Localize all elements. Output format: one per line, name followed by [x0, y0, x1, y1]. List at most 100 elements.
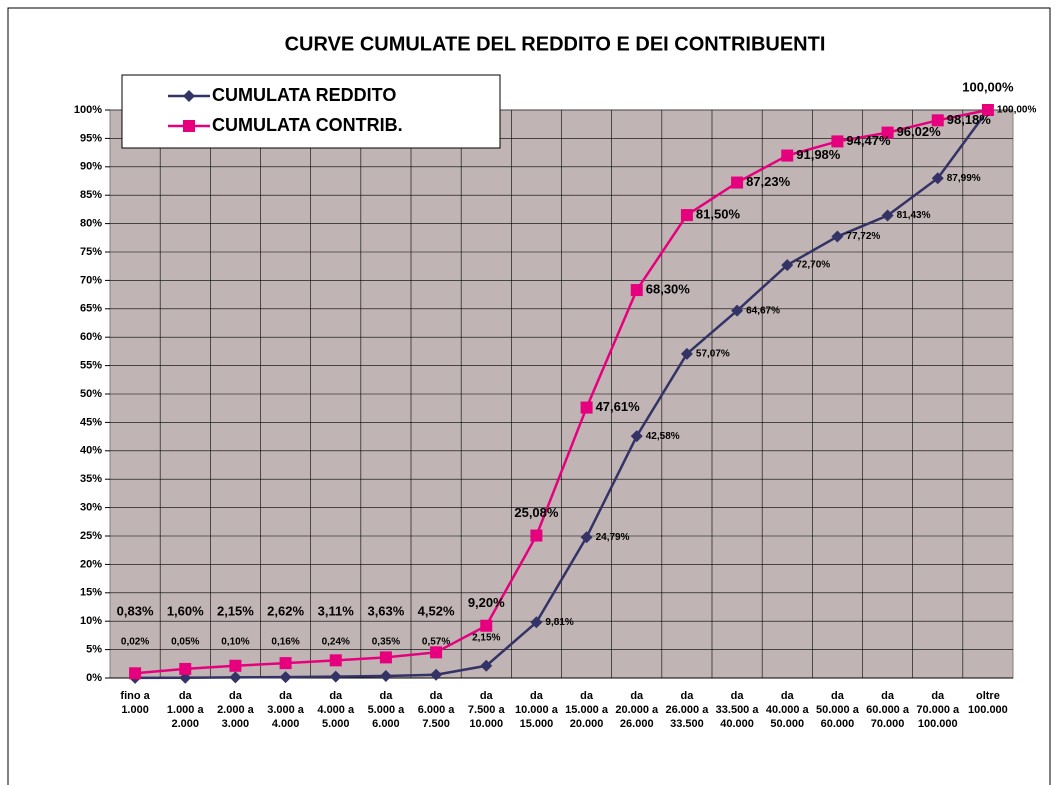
y-tick-label: 95% — [80, 132, 102, 144]
marker — [781, 259, 794, 272]
x-tick-label-line: 40.000 a — [766, 704, 810, 716]
x-tick-label: da 15.000 a 20.000 — [565, 690, 609, 730]
data-label: 0,02% — [121, 637, 149, 648]
x-tick-label-line: 4.000 a — [317, 704, 355, 716]
data-label: 81,43% — [897, 210, 931, 221]
marker — [781, 149, 794, 162]
data-label: 0,10% — [221, 637, 249, 648]
x-tick-label-line: 60.000 a — [866, 704, 910, 716]
x-tick-label: da 1.000 a 2.000 — [167, 690, 205, 730]
x-tick-label-line: da — [530, 690, 544, 702]
x-tick-label-line: da — [630, 690, 644, 702]
y-tick-label: 75% — [80, 246, 102, 258]
data-label: 81,50% — [696, 207, 741, 222]
y-tick-label: 60% — [80, 331, 102, 343]
series-line — [135, 109, 989, 680]
x-tick-label-line: 3.000 — [222, 718, 250, 730]
y-tick-label: 40% — [80, 445, 102, 457]
x-tick-label-line: 7.500 — [422, 718, 450, 730]
y-tick-label: 90% — [80, 161, 102, 173]
x-tick-label-line: da — [881, 690, 895, 702]
data-label: 47,61% — [596, 399, 641, 414]
x-tick-label: da 70.000 a 100.000 — [916, 690, 960, 730]
x-tick-label-line: 4.000 — [272, 718, 300, 730]
data-label: 68,30% — [646, 281, 691, 296]
legend-marker — [183, 90, 195, 102]
marker — [931, 114, 944, 127]
marker — [530, 616, 543, 629]
data-label: 64,67% — [746, 305, 780, 316]
y-tick-label: 55% — [80, 360, 102, 372]
x-tick-label-line: da — [781, 690, 795, 702]
data-label: 9,81% — [545, 617, 573, 628]
x-tick-label: da 20.000 a 26.000 — [615, 690, 659, 730]
data-label: 98,18% — [947, 112, 992, 127]
x-tick-label-line: 2.000 a — [217, 704, 255, 716]
data-label: 0,24% — [322, 637, 350, 648]
marker — [430, 668, 443, 681]
data-label: 3,11% — [318, 603, 355, 618]
data-label: 94,47% — [846, 133, 891, 148]
marker — [831, 230, 844, 243]
data-label: 77,72% — [846, 231, 880, 242]
data-label: 2,15% — [472, 632, 500, 643]
data-label: 0,16% — [271, 637, 299, 648]
x-tick-label-line: 33.500 a — [716, 704, 760, 716]
x-tick-label-line: 6.000 a — [418, 704, 456, 716]
marker — [279, 671, 292, 684]
marker — [179, 662, 192, 675]
y-tick-label: 45% — [80, 416, 102, 428]
marker — [530, 529, 543, 542]
y-tick-label: 85% — [80, 189, 102, 201]
marker — [480, 659, 493, 672]
data-label: 87,23% — [746, 174, 791, 189]
x-tick-label-line: da — [931, 690, 945, 702]
data-label: 57,07% — [696, 348, 730, 359]
x-tick-label-line: da — [731, 690, 745, 702]
x-tick-label-line: 100.000 — [918, 718, 958, 730]
x-tick-label-line: da — [680, 690, 694, 702]
legend-marker — [183, 120, 195, 132]
legend-label: CUMULATA CONTRIB. — [212, 115, 403, 135]
x-tick-label-line: 50.000 — [770, 718, 804, 730]
chart-title: CURVE CUMULATE DEL REDDITO E DEI CONTRIB… — [285, 33, 826, 55]
y-tick-label: 65% — [80, 303, 102, 315]
marker — [580, 401, 593, 414]
marker — [129, 667, 142, 680]
data-label: 25,08% — [514, 505, 559, 520]
marker — [981, 104, 994, 116]
x-tick-label: da 3.000 a 4.000 — [267, 690, 305, 730]
data-label: 4,52% — [418, 603, 455, 618]
x-tick-label-line: 40.000 — [720, 718, 754, 730]
marker — [379, 651, 392, 664]
data-label: 0,35% — [372, 637, 400, 648]
data-label: 72,70% — [796, 260, 830, 271]
marker — [831, 135, 844, 148]
marker — [680, 347, 693, 360]
x-tick-label-line: da — [329, 690, 343, 702]
x-tick-label-line: da — [831, 690, 845, 702]
marker — [881, 126, 894, 139]
data-label: 42,58% — [646, 431, 680, 442]
x-tick-label-line: 1.000 a — [167, 704, 205, 716]
marker — [731, 304, 744, 317]
marker — [430, 646, 443, 659]
x-tick-label-line: 10.000 — [469, 718, 503, 730]
x-tick-label-line: 3.000 a — [267, 704, 305, 716]
x-tick-label: fino a 1.000 — [120, 690, 150, 716]
y-tick-label: 100% — [74, 104, 102, 116]
legend — [121, 74, 501, 149]
x-tick-label: da 2.000 a 3.000 — [217, 690, 255, 730]
x-tick-label-line: 6.000 — [372, 718, 400, 730]
x-tick-label-line: 15.000 a — [565, 704, 609, 716]
x-tick-label-line: fino a — [120, 690, 150, 702]
marker — [680, 209, 693, 222]
data-label: 100,00% — [962, 79, 1014, 94]
y-tick-label: 5% — [86, 644, 102, 656]
x-tick-label-line: da — [580, 690, 594, 702]
data-label: 9,20% — [468, 595, 505, 610]
data-label: 0,57% — [422, 637, 450, 648]
x-tick-label-line: 50.000 a — [816, 704, 860, 716]
marker — [931, 172, 944, 185]
y-tick-label: 15% — [80, 587, 102, 599]
